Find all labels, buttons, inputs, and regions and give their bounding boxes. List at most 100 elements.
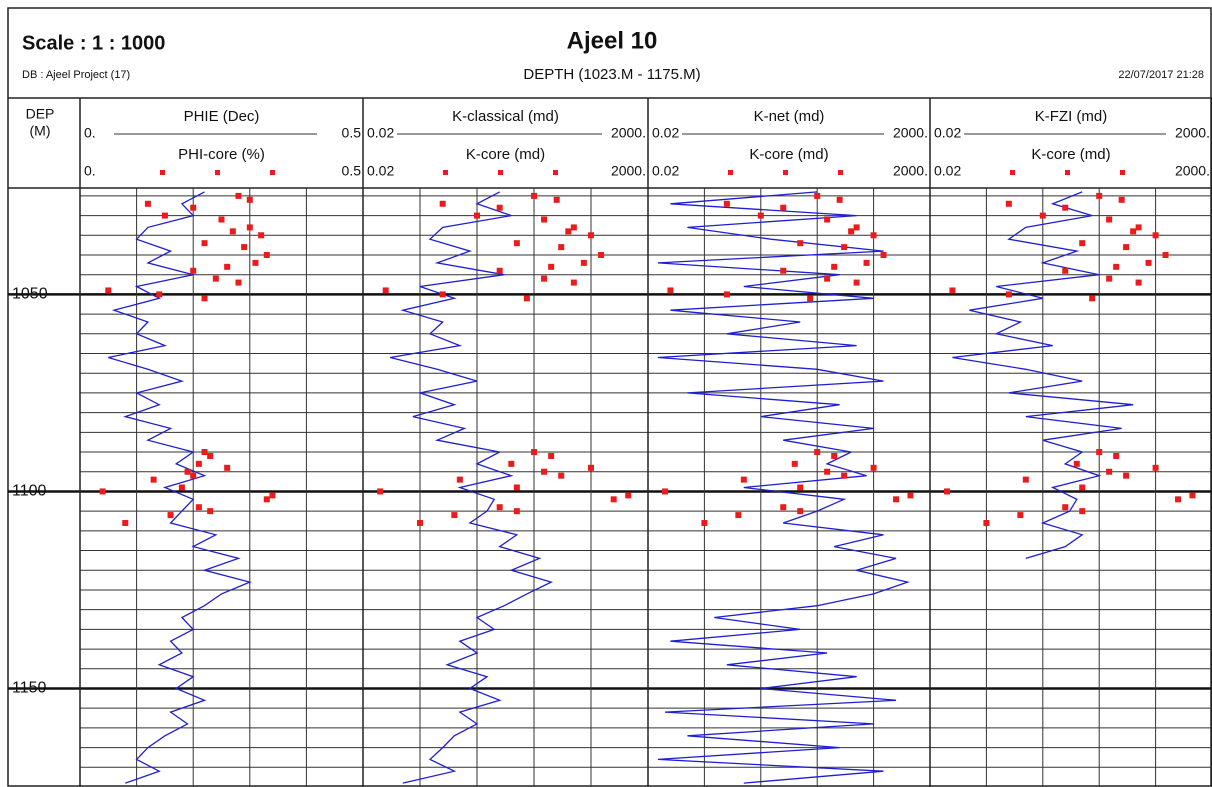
curve-name: K-core (md) [1031,146,1110,163]
depth-header: DEP [26,106,55,122]
core-point [1079,508,1086,515]
core-point [1135,279,1142,286]
core-point [531,192,537,199]
core-point [807,295,814,302]
core-point [263,251,270,258]
core-point [195,460,202,467]
core-point [252,259,259,266]
core-point [836,196,843,203]
title: Ajeel 10 [567,27,658,54]
core-point [588,232,594,239]
core-point [598,251,605,258]
core-point [1073,460,1080,467]
core-point [235,192,242,199]
core-point [831,452,838,459]
core-point [508,460,515,467]
core-point [780,204,787,211]
core-point [1062,267,1069,274]
core-point [1152,464,1159,471]
core-point [824,216,831,223]
core-point [456,476,463,483]
core-point [523,295,530,302]
core-point [893,496,900,503]
core-point [1039,212,1046,219]
legend-marker [270,170,275,175]
core-point [701,519,708,526]
core-point [723,200,730,207]
curve-name: K-core (md) [466,146,545,163]
core-point [224,464,231,471]
core-point [195,504,202,511]
scale-right: 2000. [611,125,646,141]
core-point [201,449,208,456]
core-point [558,244,565,251]
legend-marker [728,170,733,175]
core-point [580,259,587,266]
core-point [1079,484,1086,491]
curve-name: PHIE (Dec) [184,108,260,125]
core-point [541,275,548,282]
core-point [870,232,877,239]
core-point [207,508,214,515]
legend-marker [498,170,503,175]
core-point [824,468,831,475]
core-point [907,492,914,499]
core-point [218,216,225,223]
log-curve [657,191,910,784]
core-point [824,275,831,282]
core-point [212,275,219,282]
core-point [1106,216,1113,223]
scale-right: 0.5 [342,163,362,179]
log-curve [390,191,553,784]
core-point [661,488,668,495]
core-point [667,287,674,294]
core-point [570,279,577,286]
core-point [156,291,163,298]
core-point [1113,263,1120,270]
date: 22/07/2017 21:28 [1118,69,1204,81]
core-point [269,492,276,499]
core-point [201,295,208,302]
core-point [1005,200,1012,207]
core-point [439,200,446,207]
core-point [167,512,174,519]
core-point [263,496,270,503]
core-point [513,508,520,515]
core-point [513,240,520,247]
core-point [565,228,572,235]
core-point [949,287,956,294]
core-point [841,244,848,251]
core-point [723,291,730,298]
core-point [757,212,764,219]
core-point [983,519,990,526]
core-point [1106,468,1113,475]
core-point [496,504,503,511]
legend-marker [838,170,843,175]
legend-marker [1010,170,1015,175]
scale-left: 0.02 [652,163,679,179]
legend-marker [160,170,165,175]
core-point [474,212,480,219]
scale-left: 0. [84,125,96,141]
core-point [1152,232,1159,239]
core-point [853,224,860,231]
database: DB : Ajeel Project (17) [22,69,130,81]
core-point [229,228,236,235]
curve-name: K-classical (md) [452,108,559,125]
core-point [541,468,548,475]
legend-marker [783,170,788,175]
core-point [740,476,747,483]
frame [7,7,1212,787]
core-point [150,476,157,483]
core-point [863,259,870,266]
depth-range: DEPTH (1023.M - 1175.M) [523,66,700,83]
core-point [1062,504,1069,511]
curve-name: PHI-core (%) [178,146,265,163]
depth-label: 1050 [12,286,48,303]
scale-right: 2000. [611,163,646,179]
core-point [1022,476,1029,483]
core-point [814,449,821,456]
core-point [161,212,168,219]
core-point [1175,496,1182,503]
